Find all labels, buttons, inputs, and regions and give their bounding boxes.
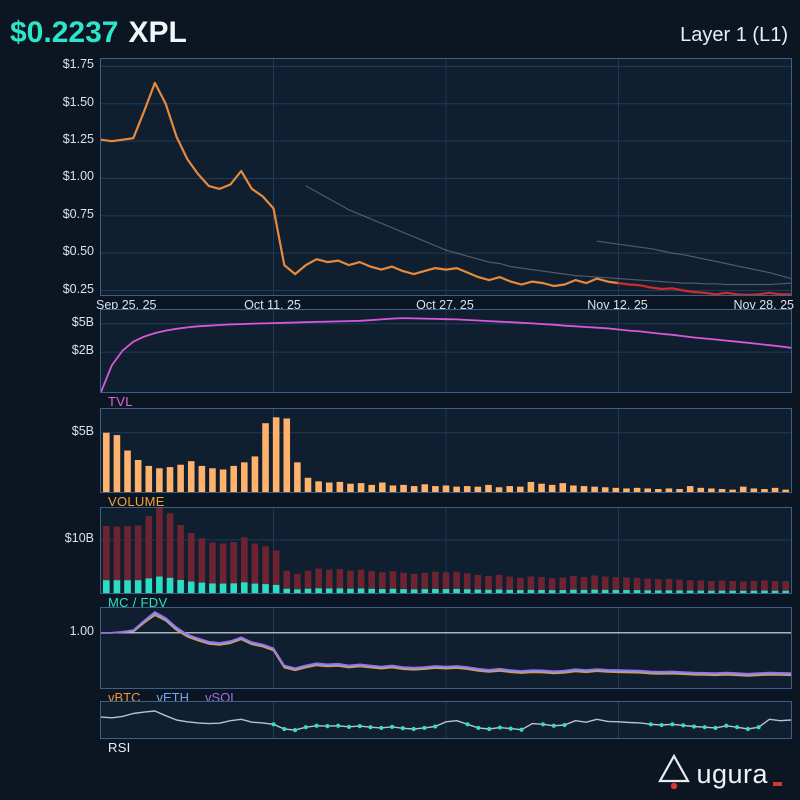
brand-logo: ugura: [654, 750, 782, 792]
price-x-tick: Sep 25, 25: [96, 298, 157, 312]
volume-chart[interactable]: [100, 408, 792, 493]
price-x-tick: Oct 27, 25: [416, 298, 474, 312]
mc_fdv-chart[interactable]: [100, 507, 792, 594]
brand-accent-mark: [773, 782, 782, 786]
ratios-chart[interactable]: [100, 607, 792, 689]
tvl-label: TVL: [108, 394, 133, 409]
brand-text: ugura: [696, 759, 768, 789]
tvl-y-tick: $5B: [71, 314, 94, 329]
triangle-logo-icon: [658, 753, 691, 790]
volume-y-tick: $5B: [71, 423, 94, 438]
token-price: $0.2237 XPL: [10, 16, 187, 50]
price-x-tick: Nov 12, 25: [587, 298, 648, 312]
network-label: Layer 1 (L1): [680, 24, 788, 46]
price-y-tick: $1.75: [62, 57, 94, 72]
rsi-chart[interactable]: [100, 701, 792, 739]
price-chart[interactable]: [100, 58, 792, 296]
price-y-tick: $1.25: [62, 132, 94, 147]
rsi-label: RSI: [108, 740, 131, 755]
token-symbol: XPL: [128, 16, 187, 49]
mc_fdv-y-tick: $10B: [64, 530, 94, 545]
tvl-chart[interactable]: [100, 309, 792, 393]
price-x-tick: Nov 28, 25: [733, 298, 794, 312]
price-y-tick: $0.75: [62, 206, 94, 221]
token-price-value: $0.2237: [10, 16, 119, 49]
header: $0.2237 XPL Layer 1 (L1): [0, 0, 800, 52]
price-y-tick: $0.50: [62, 244, 94, 259]
ratios-y-tick: 1.00: [69, 623, 94, 638]
price-y-tick: $1.50: [62, 94, 94, 109]
price-x-tick: Oct 11, 25: [244, 298, 301, 312]
price-y-tick: $0.25: [62, 281, 94, 296]
mc_fdv-label: MC / FDV: [108, 595, 168, 610]
logo-red-dot: [671, 782, 678, 790]
price-y-tick: $1.00: [62, 169, 94, 184]
tvl-y-tick: $2B: [71, 343, 94, 358]
volume-label: VOLUME: [108, 494, 165, 509]
